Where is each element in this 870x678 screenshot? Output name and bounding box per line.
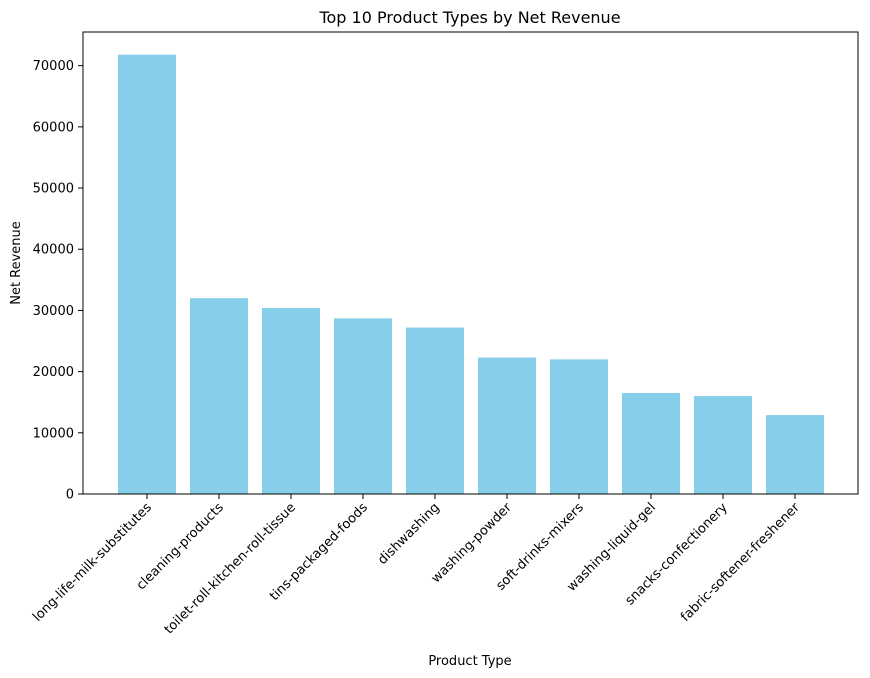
- bar-snacks-confectionery: [694, 396, 752, 494]
- y-tick-label: 10000: [33, 426, 74, 441]
- y-tick-label: 50000: [33, 182, 74, 197]
- chart-title: Top 10 Product Types by Net Revenue: [318, 8, 620, 27]
- x-axis-label: Product Type: [428, 654, 511, 669]
- y-tick-label: 70000: [33, 59, 74, 74]
- bar-dishwashing: [406, 327, 464, 494]
- x-tick-label: fabric-softener-freshener: [678, 500, 803, 625]
- bars-group: [118, 54, 824, 495]
- y-tick-label: 30000: [33, 304, 74, 319]
- y-axis-ticks: 0 10000 20000 30000 40000 50000 60000 70000: [33, 59, 83, 503]
- plot-frame: [82, 31, 859, 495]
- y-tick-label: 40000: [33, 243, 74, 258]
- bar-tins-packaged-foods: [334, 318, 392, 494]
- bar-toilet-roll-kitchen-roll-tissue: [262, 307, 320, 494]
- y-tick-label: 0: [66, 488, 74, 503]
- y-axis-label: Net Revenue: [9, 221, 24, 305]
- bar-cleaning-products: [190, 298, 248, 494]
- x-axis-ticks: long-life-milk-substitutescleaning-produ…: [30, 494, 803, 637]
- x-tick-label: long-life-milk-substitutes: [30, 500, 155, 625]
- y-tick-label: 60000: [33, 120, 74, 135]
- bar-washing-powder: [478, 357, 536, 494]
- x-tick-label: toilet-roll-kitchen-roll-tissue: [162, 500, 299, 637]
- bar-soft-drinks-mixers: [550, 359, 608, 494]
- bar-long-life-milk-substitutes: [118, 54, 176, 495]
- x-tick-label: dishwashing: [375, 500, 443, 568]
- bar-fabric-softener-freshener: [766, 415, 824, 494]
- bar-washing-liquid-gel: [622, 393, 680, 494]
- y-tick-label: 20000: [33, 365, 74, 380]
